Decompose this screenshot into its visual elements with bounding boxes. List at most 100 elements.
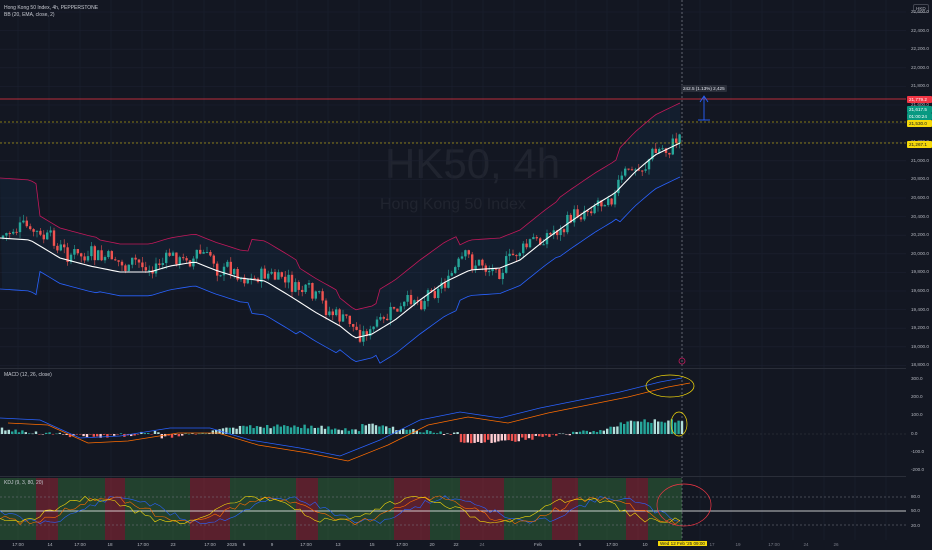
macd-histogram-bar bbox=[602, 430, 605, 434]
pane-separator-macd[interactable] bbox=[0, 368, 906, 369]
macd-histogram-bar bbox=[650, 422, 653, 434]
kdj-zone bbox=[296, 478, 318, 540]
macd-histogram-bar bbox=[313, 427, 316, 434]
macd-axis-label: 100.0 bbox=[911, 412, 923, 417]
candle-body bbox=[658, 148, 661, 153]
macd-histogram-bar bbox=[677, 420, 680, 434]
macd-histogram-bar bbox=[194, 434, 197, 435]
macd-histogram-bar bbox=[470, 434, 473, 444]
macd-histogram-bar bbox=[446, 433, 449, 434]
currency-badge[interactable]: HKD bbox=[913, 4, 929, 13]
macd-histogram-bar bbox=[130, 434, 133, 437]
macd-histogram-bar bbox=[432, 432, 435, 434]
candle-body bbox=[549, 233, 552, 235]
candle-body bbox=[630, 169, 634, 171]
macd-histogram-bar bbox=[623, 423, 626, 434]
kdj-zone bbox=[504, 478, 552, 540]
macd-histogram-bar bbox=[653, 419, 656, 434]
kdj-zone bbox=[230, 478, 296, 540]
macd-histogram-bar bbox=[143, 433, 146, 434]
candle-body bbox=[624, 168, 627, 176]
price-axis-label: 18,800.0 bbox=[911, 362, 929, 368]
candle-body bbox=[83, 256, 86, 261]
bb-basis-line bbox=[0, 142, 681, 339]
signal-line bbox=[7, 382, 691, 462]
candle-body bbox=[290, 274, 294, 292]
candle-body bbox=[277, 272, 280, 280]
candle-body bbox=[664, 148, 668, 153]
macd-histogram-bar bbox=[408, 429, 412, 434]
pane-separator-kdj[interactable] bbox=[0, 476, 906, 477]
annotation-ellipse-macd bbox=[645, 374, 695, 398]
macd-histogram-bar bbox=[436, 433, 439, 434]
candle-body bbox=[267, 273, 270, 279]
macd-histogram-bar bbox=[483, 434, 486, 443]
macd-histogram-bar bbox=[449, 434, 452, 435]
macd-histogram-bar bbox=[544, 434, 548, 436]
macd-histogram-bar bbox=[490, 434, 493, 443]
candle-body bbox=[375, 319, 379, 327]
candle-body bbox=[494, 268, 498, 270]
price-axis-label: 19,000.0 bbox=[911, 343, 929, 349]
macd-histogram-bar bbox=[368, 423, 371, 434]
time-axis-label: 17:00 bbox=[396, 542, 408, 547]
macd-histogram-bar bbox=[595, 431, 599, 434]
macd-histogram-bar bbox=[538, 434, 541, 437]
candle-body bbox=[433, 291, 436, 298]
kdj-legend[interactable]: KDJ (9, 3, 80, 20) bbox=[4, 480, 44, 486]
measure-arrowhead bbox=[699, 95, 709, 103]
candle-body bbox=[416, 300, 419, 302]
candle-body bbox=[525, 243, 528, 248]
macd-histogram-bar bbox=[633, 421, 636, 434]
macd-histogram-bar bbox=[218, 429, 221, 434]
macd-histogram-bar bbox=[589, 432, 592, 434]
candle-body bbox=[488, 271, 491, 273]
symbol-legend[interactable]: Hong Kong 50 Index, 4h, PEPPERSTONE bbox=[4, 5, 99, 11]
macd-histogram-bar bbox=[575, 432, 578, 434]
candle-body bbox=[233, 269, 236, 275]
time-axis-label: 10 bbox=[642, 542, 648, 547]
macd-legend[interactable]: MACD (12, 26, close) bbox=[4, 372, 52, 378]
macd-histogram-bar bbox=[402, 428, 405, 434]
candle-body bbox=[413, 300, 416, 305]
candle-body bbox=[501, 272, 504, 280]
measure-label: 242.5 (1.13%) 2,425 bbox=[681, 85, 727, 92]
macd-histogram-bar bbox=[340, 430, 344, 434]
candle-body bbox=[389, 306, 392, 321]
candle-body bbox=[148, 270, 151, 272]
price-axis-label: 22,600.0 bbox=[911, 9, 929, 14]
macd-histogram-bar bbox=[198, 433, 201, 435]
bb-legend[interactable]: BB (20, EMA, close, 2) bbox=[4, 12, 55, 18]
candle-body bbox=[199, 249, 202, 254]
candle-body bbox=[532, 237, 535, 240]
macd-histogram-bar bbox=[510, 434, 514, 441]
price-axis-label: 22,000.0 bbox=[911, 64, 929, 70]
candle-body bbox=[505, 256, 508, 273]
macd-histogram-bar bbox=[398, 430, 401, 434]
macd-histogram-bar bbox=[191, 433, 194, 434]
price-axis-label: 21,000.0 bbox=[911, 157, 929, 163]
macd-histogram-bar bbox=[500, 434, 503, 441]
annotation-ellipse-kdj bbox=[656, 483, 712, 527]
candle-body bbox=[399, 306, 402, 312]
kdj-zone bbox=[58, 478, 105, 540]
candle-body bbox=[559, 229, 562, 236]
macd-histogram-bar bbox=[153, 430, 157, 434]
macd-histogram-bar bbox=[133, 434, 136, 436]
macd-histogram-bar bbox=[585, 430, 588, 434]
macd-histogram-bar bbox=[276, 424, 279, 434]
candle-body bbox=[46, 232, 49, 240]
macd-histogram-bar bbox=[616, 426, 619, 434]
kdj-zone bbox=[0, 478, 36, 540]
time-axis-label: 17 bbox=[709, 542, 715, 547]
kdj-line bbox=[0, 495, 681, 525]
time-axis-label: 17:00 bbox=[300, 542, 312, 547]
macd-histogram-bar bbox=[119, 433, 123, 434]
macd-histogram-bar bbox=[534, 434, 537, 436]
candle-body bbox=[610, 198, 613, 205]
macd-histogram-bar bbox=[92, 434, 95, 437]
macd-histogram-bar bbox=[136, 434, 140, 435]
candle-body bbox=[678, 134, 681, 143]
